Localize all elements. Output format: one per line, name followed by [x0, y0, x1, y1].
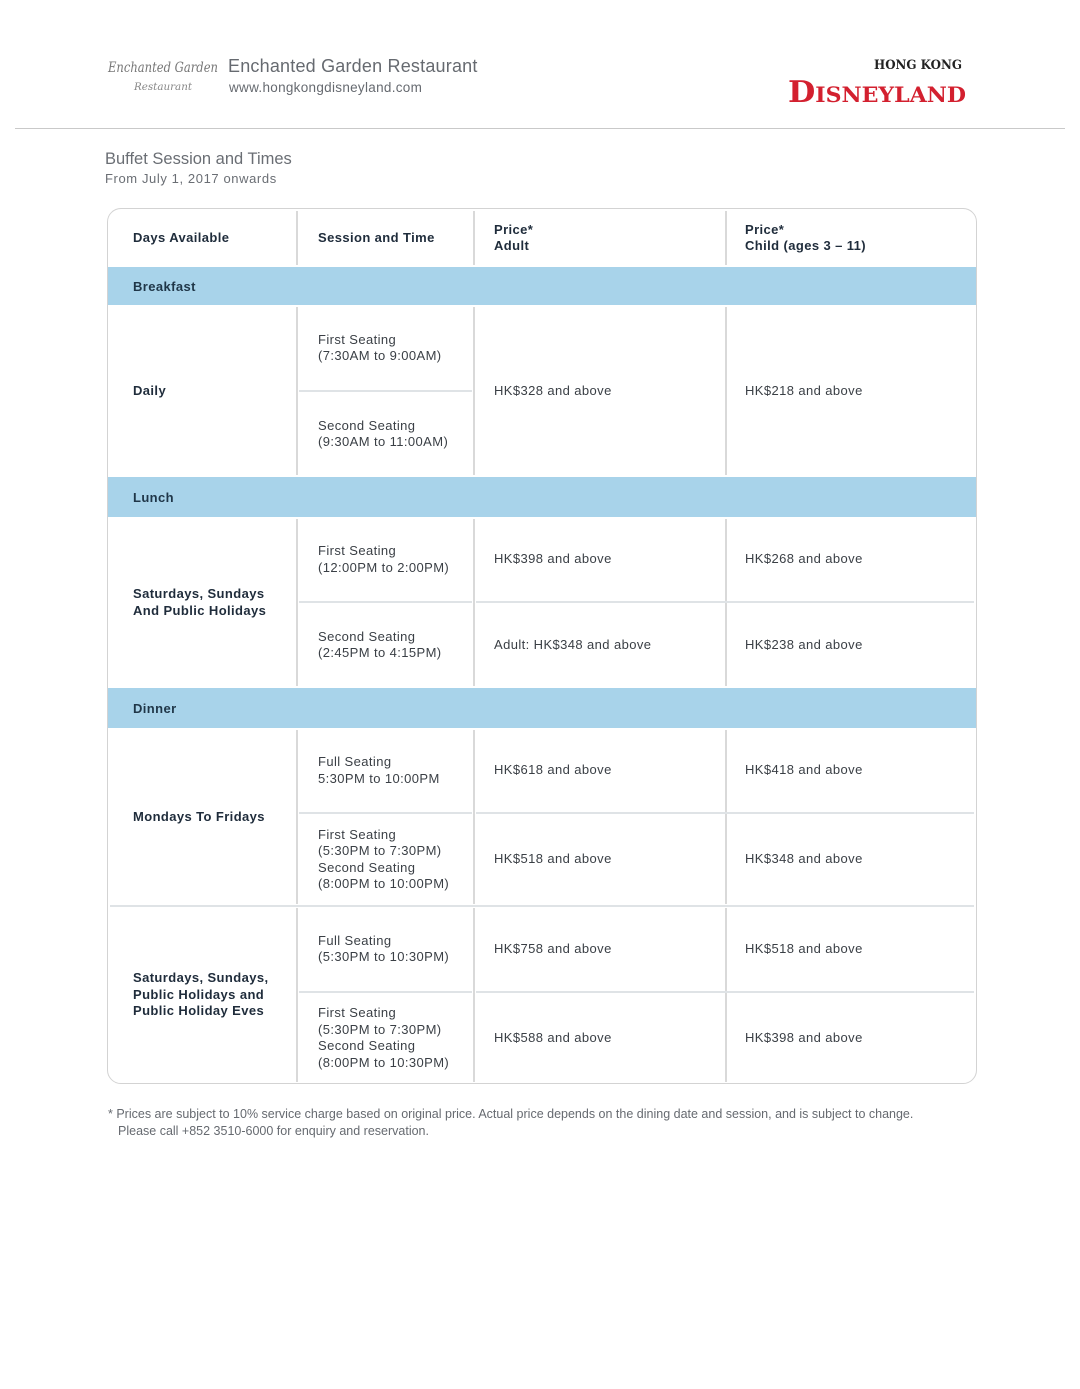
- row-divider: [476, 601, 974, 603]
- child-price: HK$218 and above: [745, 382, 863, 398]
- session-time: First Seating (5:30PM to 7:30PM) Second …: [318, 1005, 450, 1070]
- enchanted-garden-logo: Enchanted Garden Restaurant: [107, 60, 218, 93]
- column-header: Price* Adult: [494, 221, 534, 254]
- column-divider: [725, 307, 727, 475]
- child-price: HK$518 and above: [745, 940, 863, 956]
- column-divider: [296, 211, 298, 265]
- restaurant-name: Enchanted Garden Restaurant: [228, 56, 478, 76]
- row-divider: [299, 390, 472, 392]
- footnote-line-2: Please call +852 3510-6000 for enquiry a…: [118, 1124, 429, 1138]
- section-band-breakfast: Breakfast: [108, 267, 976, 305]
- column-divider: [725, 730, 727, 904]
- session-time: First Seating (7:30AM to 9:00AM): [318, 331, 442, 364]
- days-available: Daily: [133, 382, 167, 398]
- adult-price: HK$758 and above: [494, 940, 612, 956]
- section-subtitle: From July 1, 2017 onwards: [105, 171, 277, 186]
- column-divider: [473, 211, 475, 265]
- adult-price: HK$518 and above: [494, 851, 612, 867]
- child-price: HK$348 and above: [745, 851, 863, 867]
- adult-price: HK$618 and above: [494, 762, 612, 778]
- session-time: Full Seating 5:30PM to 10:00PM: [318, 754, 440, 786]
- session-time: Full Seating (5:30PM to 10:30PM): [318, 932, 450, 965]
- column-header: Days Available: [133, 229, 230, 245]
- svg-text:Restaurant: Restaurant: [133, 82, 193, 93]
- column-divider: [296, 519, 298, 686]
- section-title: Buffet Session and Times: [105, 150, 292, 168]
- column-header: Session and Time: [318, 229, 435, 245]
- column-divider: [473, 519, 475, 686]
- days-available: Mondays To Fridays: [133, 808, 265, 824]
- adult-price: HK$398 and above: [494, 551, 612, 567]
- svg-text:HONG KONG: HONG KONG: [874, 58, 962, 73]
- column-header: Price* Child (ages 3 – 11): [745, 221, 867, 254]
- hong-kong-disneyland-logo: HONG KONG DISNEYLAND: [788, 58, 966, 110]
- column-divider: [296, 908, 298, 1082]
- days-available: Saturdays, Sundays And Public Holidays: [133, 586, 267, 618]
- footnote: * Prices are subject to 10% service char…: [108, 1106, 913, 1140]
- section-band-lunch: Lunch: [108, 477, 976, 517]
- column-divider: [725, 908, 727, 1082]
- adult-price: Adult: HK$348 and above: [494, 636, 652, 652]
- row-divider: [299, 601, 472, 603]
- child-price: HK$268 and above: [745, 551, 863, 567]
- svg-text:DISNEYLAND: DISNEYLAND: [788, 75, 966, 110]
- days-available: Saturdays, Sundays, Public Holidays and …: [133, 970, 269, 1019]
- row-divider: [299, 812, 472, 814]
- svg-text:Enchanted Garden: Enchanted Garden: [107, 60, 218, 76]
- adult-price: HK$588 and above: [494, 1029, 612, 1045]
- header-divider: [15, 128, 1065, 129]
- child-price: HK$418 and above: [745, 762, 863, 778]
- session-time: First Seating (12:00PM to 2:00PM): [318, 543, 450, 575]
- session-time: Second Seating (2:45PM to 4:15PM): [318, 628, 442, 661]
- child-price: HK$398 and above: [745, 1029, 863, 1045]
- column-divider: [296, 307, 298, 475]
- column-divider: [473, 307, 475, 475]
- child-price: HK$238 and above: [745, 636, 863, 652]
- buffet-price-table: Days Available Session and Time Price* Adu…: [107, 208, 977, 1084]
- column-divider: [473, 730, 475, 904]
- row-divider: [299, 991, 472, 993]
- section-band-dinner: Dinner: [108, 688, 976, 728]
- row-divider: [476, 991, 974, 993]
- column-divider: [473, 908, 475, 1082]
- adult-price: HK$328 and above: [494, 382, 612, 398]
- column-divider: [296, 730, 298, 904]
- website-link[interactable]: www.hongkongdisneyland.com: [229, 80, 423, 95]
- session-time: First Seating (5:30PM to 7:30PM) Second …: [318, 826, 450, 892]
- row-divider: [110, 905, 974, 907]
- session-time: Second Seating (9:30AM to 11:00AM): [318, 417, 449, 450]
- footnote-line-1: * Prices are subject to 10% service char…: [108, 1107, 914, 1121]
- row-divider: [476, 812, 974, 814]
- column-divider: [725, 211, 727, 265]
